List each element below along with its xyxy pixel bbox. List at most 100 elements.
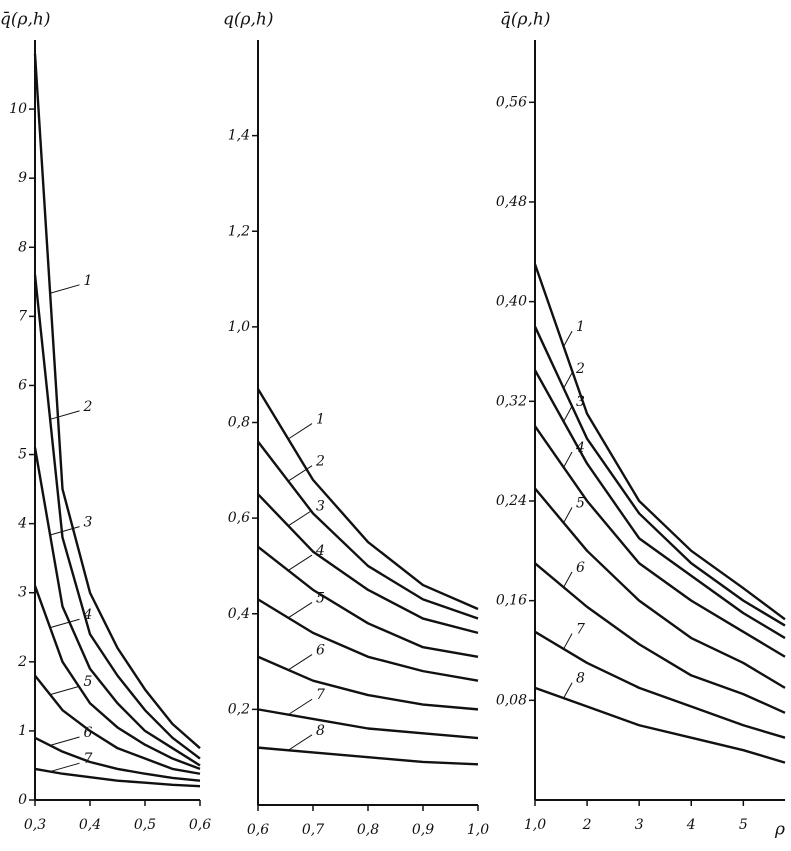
chart-title: q̄(ρ,h)	[500, 10, 551, 30]
curve	[34, 736, 201, 782]
label-leader	[563, 330, 573, 347]
curve-label: 1	[576, 319, 585, 335]
curve-label: 1	[84, 273, 93, 289]
label-leader	[287, 465, 313, 482]
curve	[257, 440, 479, 620]
curve	[533, 326, 786, 627]
label-leader	[563, 682, 573, 699]
curve	[534, 425, 786, 658]
curve-label: 7	[316, 687, 325, 703]
y-tick-label: 0,48	[496, 194, 527, 210]
label-leader	[49, 410, 80, 420]
y-tick-label: 0,32	[496, 393, 527, 409]
curve	[533, 369, 786, 640]
label-leader	[49, 685, 80, 696]
y-tick-label: 0,8	[228, 415, 250, 431]
x-tick-label: 5	[739, 817, 748, 833]
curve-label: 3	[576, 394, 585, 410]
curve-label: 4	[575, 440, 585, 456]
curve	[257, 746, 479, 766]
curve-label: 8	[576, 671, 585, 687]
curve-label: 3	[84, 515, 93, 531]
curve-label: 6	[84, 725, 93, 741]
y-tick-label: 1,2	[228, 223, 250, 239]
label-leader	[287, 554, 313, 571]
curve	[33, 274, 201, 760]
y-tick-label: 0	[18, 792, 27, 808]
y-tick-label: 0,56	[496, 94, 527, 110]
y-tick-label: 0,6	[228, 510, 250, 526]
x-tick-label: 0,3	[24, 817, 46, 833]
curve-label: 7	[84, 751, 93, 767]
x-tick-label: 1,0	[524, 817, 546, 833]
label-leader	[287, 423, 313, 440]
curve	[34, 674, 201, 775]
curve	[257, 655, 479, 711]
curve	[33, 585, 201, 771]
curve-label: 2	[315, 454, 325, 470]
curve	[534, 686, 786, 764]
y-tick-label: 5	[18, 447, 27, 463]
chart-title: q̄(ρ,h)	[0, 10, 51, 30]
label-leader	[563, 507, 573, 524]
label-leader	[49, 762, 80, 773]
label-leader	[49, 284, 80, 294]
curve	[533, 263, 786, 621]
curve	[257, 598, 479, 682]
label-leader	[563, 405, 573, 422]
curve	[257, 545, 479, 658]
y-tick-label: 0,16	[496, 593, 527, 609]
label-leader	[49, 526, 80, 536]
curve-label: 2	[575, 361, 585, 377]
y-tick-label: 8	[18, 239, 27, 255]
curve-label: 5	[576, 495, 585, 511]
x-axis-label: ρ	[774, 820, 785, 840]
x-tick-label: 4	[686, 817, 696, 833]
curve	[33, 53, 201, 750]
x-tick-label: 0,6	[247, 822, 269, 838]
x-tick-label: 0,9	[412, 822, 434, 838]
x-tick-label: 0,5	[134, 817, 156, 833]
x-tick-label: 3	[635, 817, 644, 833]
curve	[34, 767, 201, 788]
y-tick-label: 0,40	[496, 294, 527, 310]
label-leader	[563, 633, 573, 650]
x-tick-label: 0,6	[189, 817, 211, 833]
curve-label: 7	[576, 622, 585, 638]
curve-label: 5	[84, 674, 93, 690]
y-tick-label: 7	[18, 308, 27, 324]
curve	[256, 388, 479, 611]
curve-label: 3	[316, 498, 325, 514]
label-leader	[287, 654, 313, 671]
label-leader	[49, 618, 80, 629]
y-tick-label: 0,4	[228, 606, 250, 622]
x-tick-label: 0,4	[79, 817, 101, 833]
curve	[534, 487, 786, 689]
x-tick-label: 1,0	[467, 822, 489, 838]
curve-label: 4	[83, 607, 93, 623]
chart-title: q(ρ,h)	[223, 10, 274, 30]
label-leader	[287, 698, 313, 716]
curve-label: 6	[576, 560, 585, 576]
curve-label: 2	[83, 399, 93, 415]
label-leader	[287, 601, 313, 619]
curve	[534, 562, 786, 714]
y-tick-label: 0,08	[496, 692, 527, 708]
curve	[257, 708, 479, 740]
y-tick-label: 4	[17, 516, 27, 532]
curve-label: 4	[315, 543, 325, 559]
x-tick-label: 0,8	[357, 822, 379, 838]
curve-label: 6	[316, 643, 325, 659]
y-tick-label: 6	[18, 377, 27, 393]
y-tick-label: 10	[9, 101, 27, 117]
curve-label: 1	[316, 412, 325, 428]
label-leader	[49, 736, 80, 746]
y-tick-label: 2	[17, 654, 27, 670]
y-tick-label: 1,0	[228, 319, 250, 335]
label-leader	[563, 372, 573, 389]
curve-label: 5	[316, 590, 325, 606]
y-tick-label: 3	[18, 585, 27, 601]
label-leader	[287, 509, 313, 527]
label-leader	[287, 734, 313, 751]
